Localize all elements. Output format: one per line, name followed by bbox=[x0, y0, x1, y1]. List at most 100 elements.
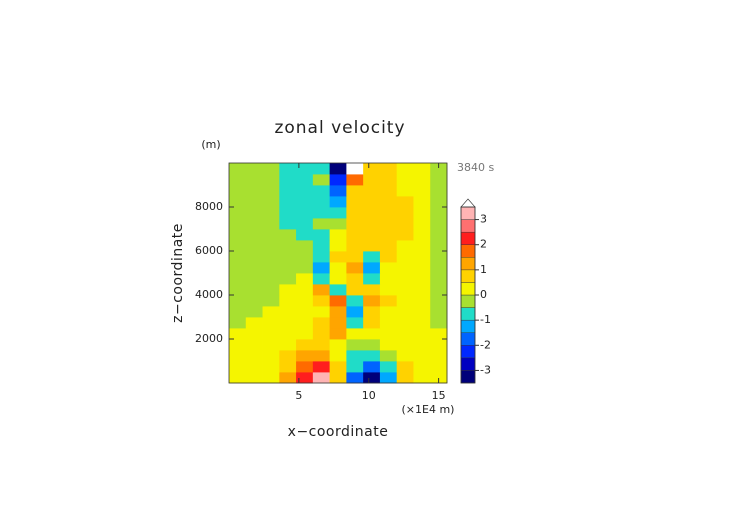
contour-cell bbox=[363, 229, 381, 241]
contour-cell bbox=[363, 240, 381, 252]
contour-cell bbox=[245, 196, 263, 208]
colorbar-tick-label: 2 bbox=[480, 238, 487, 251]
contour-cell bbox=[262, 361, 280, 373]
contour-cell bbox=[312, 174, 331, 186]
contour-cell bbox=[430, 339, 448, 351]
contour-cell bbox=[296, 350, 314, 362]
contour-cell bbox=[245, 317, 263, 329]
contour-cell bbox=[363, 262, 381, 274]
contour-cell bbox=[279, 163, 297, 175]
contour-cell bbox=[245, 350, 263, 362]
contour-cell bbox=[245, 306, 263, 318]
contour-cell bbox=[346, 185, 364, 197]
colorbar-band bbox=[460, 257, 476, 271]
contour-cell bbox=[413, 328, 431, 340]
contour-cell bbox=[245, 229, 263, 241]
contour-cell bbox=[363, 306, 381, 318]
contour-cell bbox=[363, 273, 381, 285]
contour-cell bbox=[329, 163, 347, 175]
contour-cell bbox=[229, 273, 247, 285]
contour-cell bbox=[262, 350, 280, 362]
contour-cell bbox=[346, 317, 364, 329]
colorbar-band bbox=[460, 345, 476, 359]
contour-cell bbox=[245, 339, 263, 351]
contour-cell bbox=[296, 372, 314, 384]
contour-cell bbox=[329, 185, 347, 197]
x-axis-label: x−coordinate bbox=[288, 424, 389, 440]
contour-cell bbox=[413, 284, 431, 296]
colorbar-band bbox=[460, 244, 476, 258]
chart-title: zonal velocity bbox=[274, 118, 405, 138]
contour-cell bbox=[262, 218, 280, 230]
contour-cell bbox=[262, 262, 280, 274]
contour-cell bbox=[430, 207, 448, 219]
contour-cell bbox=[346, 361, 364, 373]
contour-cell bbox=[413, 218, 431, 230]
contour-cell bbox=[329, 306, 347, 318]
contour-cell bbox=[245, 361, 263, 373]
contour-cell bbox=[262, 317, 280, 329]
contour-cell bbox=[396, 350, 414, 362]
contour-cell bbox=[279, 361, 297, 373]
contour-cell bbox=[296, 185, 314, 197]
contour-cell bbox=[430, 317, 448, 329]
colorbar-tick-label: -1 bbox=[480, 313, 491, 326]
contour-cell bbox=[229, 218, 247, 230]
contour-cell bbox=[229, 185, 247, 197]
colorbar-band bbox=[460, 282, 476, 296]
y-tick-label: 4000 bbox=[195, 288, 223, 301]
contour-cell bbox=[396, 229, 414, 241]
contour-cell bbox=[329, 262, 347, 274]
contour-cell bbox=[413, 185, 431, 197]
colorbar-tick-label: 3 bbox=[480, 213, 487, 226]
contour-cell bbox=[296, 207, 314, 219]
contour-cell bbox=[413, 240, 431, 252]
contour-cell bbox=[363, 251, 381, 263]
y-tick-label: 6000 bbox=[195, 244, 223, 257]
contour-cell bbox=[262, 273, 280, 285]
contour-cell bbox=[346, 273, 364, 285]
contour-cell bbox=[279, 174, 297, 186]
contour-cell bbox=[245, 207, 263, 219]
contour-cell bbox=[379, 372, 398, 384]
contour-cell bbox=[379, 251, 398, 263]
plot-frame bbox=[228, 162, 448, 384]
contour-cell bbox=[430, 240, 448, 252]
contour-cell bbox=[396, 284, 414, 296]
contour-cell bbox=[379, 350, 398, 362]
contour-cell bbox=[430, 306, 448, 318]
contour-cell bbox=[413, 174, 431, 186]
contour-cell bbox=[245, 328, 263, 340]
contour-cell bbox=[312, 185, 331, 197]
contour-cell bbox=[346, 196, 364, 208]
contour-cell bbox=[296, 295, 314, 307]
contour-cell bbox=[279, 218, 297, 230]
contour-cell bbox=[312, 339, 331, 351]
contour-cell bbox=[229, 207, 247, 219]
x-unit: (×1E4 m) bbox=[402, 403, 455, 416]
y-axis-label: z−coordinate bbox=[170, 223, 186, 323]
contour-cell bbox=[312, 207, 331, 219]
contour-cell bbox=[279, 185, 297, 197]
contour-cell bbox=[396, 306, 414, 318]
contour-cell bbox=[363, 284, 381, 296]
contour-cell bbox=[279, 339, 297, 351]
contour-cell bbox=[346, 218, 364, 230]
contour-cell bbox=[413, 361, 431, 373]
contour-cell bbox=[396, 361, 414, 373]
contour-cell bbox=[430, 284, 448, 296]
contour-cell bbox=[329, 229, 347, 241]
contour-cell bbox=[430, 174, 448, 186]
contour-cell bbox=[379, 361, 398, 373]
contour-cell bbox=[312, 317, 331, 329]
contour-cell bbox=[296, 339, 314, 351]
colorbar-band bbox=[460, 294, 476, 308]
contour-cell bbox=[396, 240, 414, 252]
contour-cell bbox=[413, 350, 431, 362]
colorbar-band bbox=[460, 357, 476, 371]
contour-cell bbox=[379, 240, 398, 252]
contour-cell bbox=[413, 295, 431, 307]
contour-cell bbox=[279, 262, 297, 274]
contour-cell bbox=[396, 185, 414, 197]
